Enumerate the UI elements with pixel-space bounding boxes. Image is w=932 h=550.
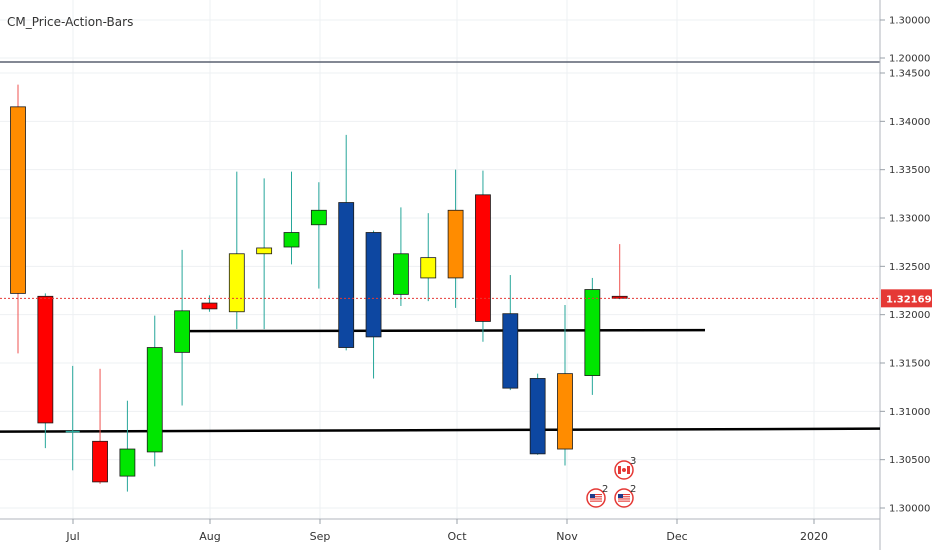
grid: [0, 0, 880, 519]
maple-leaf-icon: [622, 468, 626, 472]
candle: [65, 365, 80, 471]
candle-body: [201, 302, 218, 310]
time-tick-label: Nov: [556, 530, 578, 543]
time-tick-label: 2020: [800, 530, 828, 543]
price-tick-label: 1.33000: [889, 214, 930, 225]
flag-stripe: [618, 500, 630, 502]
price-axis: 1.34500 1.34000 1.33500 1.33000 1.32500 1.320…: [880, 69, 930, 515]
candle-body: [557, 373, 573, 450]
event-count: 3: [630, 456, 636, 467]
candle-body: [392, 253, 409, 295]
flag-stripe: [590, 500, 602, 502]
indicator-tick-label: 1.20000: [889, 54, 930, 65]
price-tick-label: 1.34000: [889, 117, 930, 128]
trend-lines: [0, 328, 881, 433]
candle: [37, 293, 54, 449]
event-ring: [586, 488, 606, 508]
candle: [502, 275, 519, 391]
resistance-line: [179, 328, 706, 333]
candle: [119, 400, 136, 492]
candle-body: [529, 378, 546, 455]
flag-bar-left: [618, 466, 621, 474]
indicator-tick-label: 1.30000: [889, 16, 930, 27]
us-flag-icon: 2: [586, 484, 608, 508]
candles: [10, 84, 628, 492]
flag-canton: [618, 494, 623, 498]
candle: [256, 178, 273, 330]
flag-stripe: [590, 494, 602, 496]
price-tick-label: 1.33500: [889, 165, 930, 176]
candle-body: [10, 106, 26, 294]
indicator-title: CM_Price-Action-Bars: [7, 15, 134, 29]
event-count: 2: [630, 484, 636, 495]
candle-body: [447, 209, 464, 279]
candle: [201, 295, 218, 312]
candle: [611, 244, 628, 300]
candle-body: [310, 209, 327, 226]
candle-body: [365, 232, 382, 338]
us-flag-icon: 2: [614, 484, 636, 508]
economic-events: 3 2 2: [586, 456, 636, 508]
price-tick-label: 1.31500: [889, 359, 930, 370]
time-tick-label: Dec: [666, 530, 687, 543]
flag-canton: [590, 494, 595, 498]
flag-bar-right: [627, 466, 630, 474]
support-line: [0, 427, 881, 433]
time-tick-label: Jul: [65, 530, 79, 543]
candle: [310, 182, 327, 289]
flag-stripe: [590, 496, 602, 498]
candle: [10, 84, 26, 354]
indicator-axis: 1.30000 1.20000: [880, 16, 930, 65]
price-tick-label: 1.31000: [889, 407, 930, 418]
candle: [228, 171, 245, 330]
flag-stripe: [618, 494, 630, 496]
candle-body: [92, 440, 108, 483]
candle: [174, 249, 191, 406]
candle-body: [475, 194, 491, 322]
time-tick-label: Aug: [199, 530, 220, 543]
price-tick-label: 1.34500: [889, 69, 930, 80]
candle: [584, 277, 601, 395]
candle: [557, 305, 573, 466]
flag-stripe: [618, 496, 630, 498]
candle-body: [611, 295, 628, 299]
candle-body: [584, 289, 601, 376]
price-tick-label: 1.32500: [889, 262, 930, 273]
price-tick-label: 1.32000: [889, 310, 930, 321]
price-tick-label: 1.30000: [889, 504, 930, 515]
canada-flag-icon: 3: [614, 456, 636, 480]
last-price-badge: [881, 289, 932, 308]
candle-body: [174, 310, 191, 353]
candle-body: [228, 253, 245, 313]
candle: [146, 315, 163, 467]
event-count: 2: [602, 484, 608, 495]
event-ring: [614, 488, 634, 508]
candle-body: [502, 313, 519, 389]
last-price-label: 1.32169: [886, 294, 932, 305]
time-tick-label: Oct: [447, 530, 467, 543]
price-tick-label: 1.30500: [889, 455, 930, 466]
candle-body: [420, 257, 437, 279]
candle: [475, 170, 491, 342]
time-axis: Jul Aug Sep Oct Nov Dec 2020: [65, 519, 828, 543]
candle: [447, 169, 464, 308]
candle: [283, 171, 300, 265]
candle: [338, 134, 355, 351]
candle-body: [37, 295, 54, 424]
candle: [92, 368, 108, 484]
candle-body: [256, 247, 273, 255]
candle: [420, 213, 437, 302]
candle-body: [146, 347, 163, 453]
candle: [392, 207, 409, 306]
candle-body: [338, 202, 355, 348]
time-tick-label: Sep: [310, 530, 331, 543]
flag-stripe: [618, 498, 630, 500]
current-price-line: 1.32169: [0, 289, 932, 308]
candle: [365, 230, 382, 379]
flag-stripe: [590, 498, 602, 500]
candle: [529, 373, 546, 455]
candle-body: [119, 448, 136, 477]
candle-body: [283, 232, 300, 248]
